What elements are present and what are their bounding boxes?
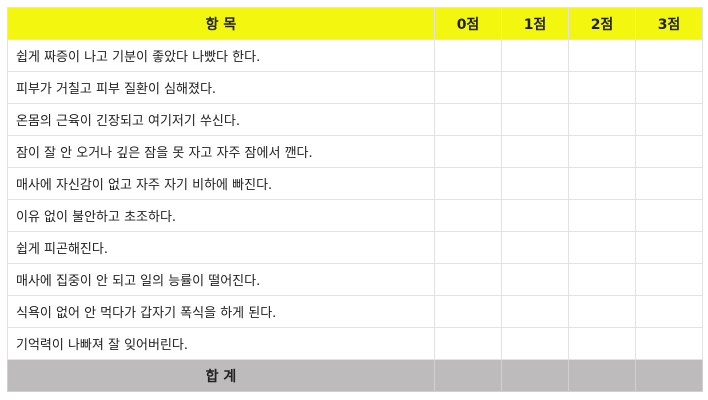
table-row: 이유 없이 불안하고 초조하다. bbox=[7, 199, 703, 232]
score-cell-2[interactable] bbox=[568, 327, 636, 360]
score-cell-1[interactable] bbox=[501, 295, 569, 328]
stress-checklist-table: 항 목 0점 1점 2점 3점 쉽게 짜증이 나고 기분이 좋았다 나빴다 한다… bbox=[7, 7, 703, 392]
score-cell-3[interactable] bbox=[635, 71, 703, 104]
score-cell-2[interactable] bbox=[568, 167, 636, 200]
table-row: 매사에 자신감이 없고 자주 자기 비하에 빠진다. bbox=[7, 167, 703, 200]
total-score-2[interactable] bbox=[568, 359, 636, 392]
score-cell-3[interactable] bbox=[635, 103, 703, 136]
item-text: 잠이 잘 안 오거나 깊은 잠을 못 자고 자주 잠에서 깬다. bbox=[7, 135, 435, 168]
score-cell-1[interactable] bbox=[501, 39, 569, 72]
score-cell-0[interactable] bbox=[434, 231, 502, 264]
score-cell-0[interactable] bbox=[434, 199, 502, 232]
table-row: 쉽게 피곤해진다. bbox=[7, 231, 703, 264]
score-cell-3[interactable] bbox=[635, 327, 703, 360]
table-row: 식욕이 없어 안 먹다가 갑자기 폭식을 하게 된다. bbox=[7, 295, 703, 328]
item-text: 식욕이 없어 안 먹다가 갑자기 폭식을 하게 된다. bbox=[7, 295, 435, 328]
item-text: 매사에 집중이 안 되고 일의 능률이 떨어진다. bbox=[7, 263, 435, 296]
table-row: 기억력이 나빠져 잘 잊어버린다. bbox=[7, 327, 703, 360]
total-row: 합 계 bbox=[7, 359, 703, 392]
score-cell-3[interactable] bbox=[635, 263, 703, 296]
score-cell-0[interactable] bbox=[434, 263, 502, 296]
item-text: 매사에 자신감이 없고 자주 자기 비하에 빠진다. bbox=[7, 167, 435, 200]
item-text: 쉽게 피곤해진다. bbox=[7, 231, 435, 264]
header-score-3: 3점 bbox=[635, 7, 703, 40]
item-text: 이유 없이 불안하고 초조하다. bbox=[7, 199, 435, 232]
score-cell-2[interactable] bbox=[568, 135, 636, 168]
score-cell-3[interactable] bbox=[635, 135, 703, 168]
score-cell-0[interactable] bbox=[434, 135, 502, 168]
score-cell-1[interactable] bbox=[501, 199, 569, 232]
item-text: 온몸의 근육이 긴장되고 여기저기 쑤신다. bbox=[7, 103, 435, 136]
score-cell-3[interactable] bbox=[635, 231, 703, 264]
header-row: 항 목 0점 1점 2점 3점 bbox=[7, 7, 703, 40]
total-score-1[interactable] bbox=[501, 359, 569, 392]
item-text: 기억력이 나빠져 잘 잊어버린다. bbox=[7, 327, 435, 360]
score-cell-1[interactable] bbox=[501, 103, 569, 136]
score-cell-0[interactable] bbox=[434, 103, 502, 136]
header-score-1: 1점 bbox=[501, 7, 569, 40]
score-cell-0[interactable] bbox=[434, 39, 502, 72]
score-cell-3[interactable] bbox=[635, 199, 703, 232]
score-cell-0[interactable] bbox=[434, 167, 502, 200]
score-cell-1[interactable] bbox=[501, 231, 569, 264]
score-cell-0[interactable] bbox=[434, 327, 502, 360]
header-item: 항 목 bbox=[7, 7, 435, 40]
score-cell-1[interactable] bbox=[501, 71, 569, 104]
table-row: 잠이 잘 안 오거나 깊은 잠을 못 자고 자주 잠에서 깬다. bbox=[7, 135, 703, 168]
header-score-0: 0점 bbox=[434, 7, 502, 40]
table-row: 피부가 거칠고 피부 질환이 심해졌다. bbox=[7, 71, 703, 104]
score-cell-0[interactable] bbox=[434, 295, 502, 328]
total-score-0[interactable] bbox=[434, 359, 502, 392]
score-cell-1[interactable] bbox=[501, 135, 569, 168]
table-row: 온몸의 근육이 긴장되고 여기저기 쑤신다. bbox=[7, 103, 703, 136]
score-cell-2[interactable] bbox=[568, 231, 636, 264]
table-row: 매사에 집중이 안 되고 일의 능률이 떨어진다. bbox=[7, 263, 703, 296]
score-cell-1[interactable] bbox=[501, 167, 569, 200]
score-cell-2[interactable] bbox=[568, 103, 636, 136]
header-score-2: 2점 bbox=[568, 7, 636, 40]
score-cell-0[interactable] bbox=[434, 71, 502, 104]
item-text: 피부가 거칠고 피부 질환이 심해졌다. bbox=[7, 71, 435, 104]
total-score-3[interactable] bbox=[635, 359, 703, 392]
score-cell-1[interactable] bbox=[501, 327, 569, 360]
score-cell-3[interactable] bbox=[635, 39, 703, 72]
score-cell-2[interactable] bbox=[568, 39, 636, 72]
score-cell-3[interactable] bbox=[635, 295, 703, 328]
table-row: 쉽게 짜증이 나고 기분이 좋았다 나빴다 한다. bbox=[7, 39, 703, 72]
score-cell-1[interactable] bbox=[501, 263, 569, 296]
item-text: 쉽게 짜증이 나고 기분이 좋았다 나빴다 한다. bbox=[7, 39, 435, 72]
score-cell-2[interactable] bbox=[568, 263, 636, 296]
score-cell-2[interactable] bbox=[568, 71, 636, 104]
score-cell-2[interactable] bbox=[568, 295, 636, 328]
score-cell-2[interactable] bbox=[568, 199, 636, 232]
score-cell-3[interactable] bbox=[635, 167, 703, 200]
total-label: 합 계 bbox=[7, 359, 435, 392]
